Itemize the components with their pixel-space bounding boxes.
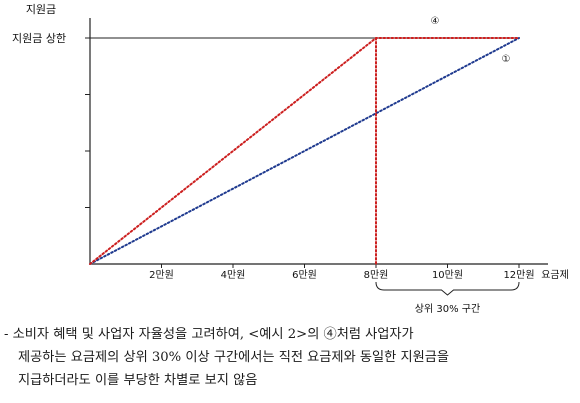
x-tick-label-1: 2만원: [149, 269, 174, 281]
y-cap-label: 지원금 상한: [12, 32, 66, 45]
series-label-4: ④: [431, 16, 440, 27]
y-axis-label: 지원금: [26, 3, 56, 16]
x-tick-label-2: 4만원: [221, 269, 246, 281]
range-bracket-label: 상위 30% 구간: [415, 302, 480, 315]
x-tick-label-4: 8만원: [364, 269, 389, 281]
x-axis-label: 요금제: [541, 269, 569, 281]
x-tick-label-6: 12만원: [503, 269, 534, 281]
note-line-3: 지급하더라도 이를 부당한 차별로 보지 않음: [18, 373, 258, 388]
series-line-1: [89, 37, 520, 265]
series-layer: [89, 37, 520, 265]
x-tick-label-5: 10만원: [432, 269, 463, 281]
note-line-1: - 소비자 혜택 및 사업자 자율성을 고려하여, <예시 2>의 ④처럼 사업…: [4, 327, 414, 342]
series-label-1: ①: [502, 54, 511, 65]
note-line-2: 제공하는 요금제의 상위 30% 이상 구간에서는 직전 요금제와 동일한 지원…: [18, 350, 450, 365]
range-bracket: [375, 281, 520, 296]
x-tick-label-3: 6만원: [292, 269, 317, 281]
